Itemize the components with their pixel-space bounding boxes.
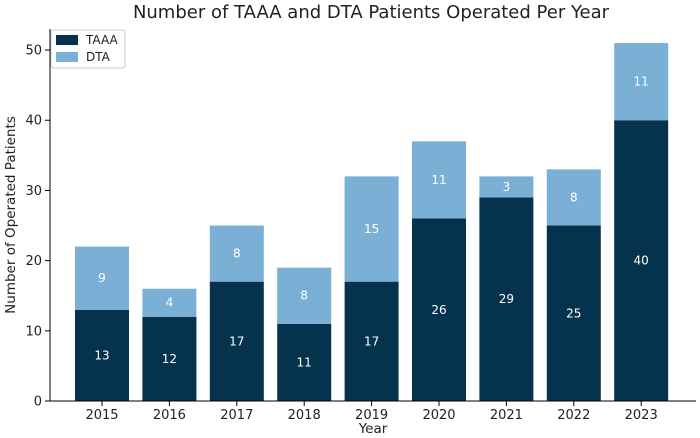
bar-label-taaa-2016: 12 <box>162 352 177 366</box>
bar-label-taaa-2023: 40 <box>634 254 649 268</box>
bar-taaa-2019 <box>344 281 399 401</box>
bar-label-taaa-2021: 29 <box>499 292 514 306</box>
bar-dta-2019 <box>344 176 399 282</box>
bar-taaa-2020 <box>412 218 466 401</box>
bar-taaa-2023 <box>614 120 669 401</box>
legend-label-dta: DTA <box>86 50 111 64</box>
x-tick-label-2022: 2022 <box>557 408 590 423</box>
legend-label-taaa: TAAA <box>85 33 118 47</box>
x-axis-label: Year <box>358 421 388 437</box>
bar-label-taaa-2022: 25 <box>566 306 581 320</box>
bar-dta-2017 <box>209 225 264 282</box>
y-axis-label: Number of Operated Patients <box>3 116 19 314</box>
bar-taaa-2017 <box>209 281 264 401</box>
y-tick-label-30: 30 <box>25 184 42 199</box>
bar-taaa-2018 <box>277 323 332 401</box>
bar-label-dta-2020: 11 <box>431 173 446 187</box>
bar-label-taaa-2018: 11 <box>297 355 312 369</box>
bar-label-dta-2016: 4 <box>166 296 174 310</box>
x-tick-label-2021: 2021 <box>490 408 523 423</box>
chart-title: Number of TAAA and DTA Patients Operated… <box>133 2 610 23</box>
axes-group: 0 10 20 30 40 50 2015 2016 2017 2018 2019 2020 2021 2… <box>25 29 696 423</box>
x-tick-label-2023: 2023 <box>625 408 658 423</box>
bar-taaa-2015 <box>75 309 129 401</box>
bar-label-taaa-2015: 13 <box>94 348 109 362</box>
bar-dta-2015 <box>75 246 129 310</box>
bar-dta-2016 <box>142 288 197 317</box>
legend: TAAA DTA <box>50 29 126 69</box>
bar-label-dta-2018: 8 <box>300 289 308 303</box>
y-tick-label-20: 20 <box>25 254 42 269</box>
bar-label-dta-2023: 11 <box>634 75 649 89</box>
bar-label-dta-2019: 15 <box>364 222 379 236</box>
bar-dta-2018 <box>277 267 332 324</box>
y-tick-label-10: 10 <box>25 324 42 339</box>
x-tick-label-2019: 2019 <box>355 408 388 423</box>
bar-dta-2021 <box>479 176 534 198</box>
bar-dta-2022 <box>546 169 601 226</box>
bar-label-dta-2022: 8 <box>570 190 578 204</box>
x-tick-label-2020: 2020 <box>422 408 455 423</box>
x-tick-label-2016: 2016 <box>153 408 186 423</box>
x-tick-label-2017: 2017 <box>220 408 253 423</box>
bar-taaa-2021 <box>479 197 534 401</box>
bars-group <box>75 43 669 401</box>
bar-label-dta-2015: 9 <box>98 271 106 285</box>
bar-label-taaa-2020: 26 <box>431 303 446 317</box>
bar-labels-group: 13 9 12 4 17 8 11 8 17 15 26 11 29 3 25 8 40 11 <box>94 75 648 370</box>
bar-dta-2023 <box>614 43 669 121</box>
bar-taaa-2016 <box>142 316 197 401</box>
bar-label-dta-2021: 3 <box>503 180 511 194</box>
bar-dta-2020 <box>412 141 466 219</box>
y-tick-label-0: 0 <box>34 395 42 410</box>
legend-swatch-taaa <box>56 35 78 45</box>
bar-taaa-2022 <box>546 225 601 401</box>
legend-swatch-dta <box>56 52 78 62</box>
bar-label-taaa-2019: 17 <box>364 334 379 348</box>
y-tick-label-50: 50 <box>25 44 42 59</box>
y-tick-label-40: 40 <box>25 114 42 129</box>
bar-label-taaa-2017: 17 <box>229 334 244 348</box>
bar-label-dta-2017: 8 <box>233 247 241 261</box>
x-tick-label-2015: 2015 <box>85 408 118 423</box>
x-tick-label-2018: 2018 <box>288 408 321 423</box>
